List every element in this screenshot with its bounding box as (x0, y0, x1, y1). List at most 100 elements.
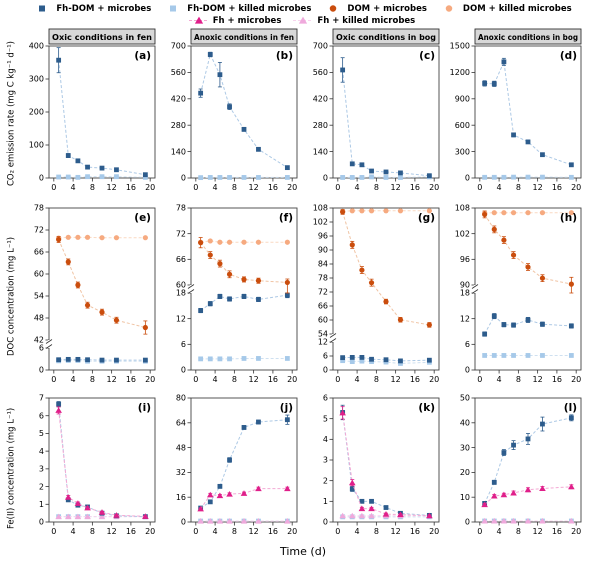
y-tick-label: 0 (465, 366, 470, 375)
column-header: Oxic conditions in fen (52, 33, 152, 42)
y-tick-label: 90 (460, 281, 470, 290)
legend-label: Fh + microbes (212, 15, 282, 26)
y-tick-label: 4 (39, 447, 44, 456)
column-header: Oxic conditions in bog (336, 33, 436, 42)
x-tick-label: 0 (477, 183, 482, 192)
y-tick-label: 300 (455, 147, 470, 156)
y-tick-label: 6 (39, 344, 44, 353)
x-tick-label: 20 (429, 375, 439, 384)
x-tick-label: 16 (552, 375, 562, 384)
y-tick-label: 40 (460, 419, 470, 428)
y-tick-label: 0 (465, 174, 470, 183)
y-tick-label: 280 (313, 121, 328, 130)
x-tick-label: 20 (571, 527, 581, 536)
y-tick-label: 48 (176, 443, 186, 452)
legend: Fh-DOM + microbes Fh-DOM + killed microbe… (4, 3, 600, 26)
legend-item-fh-microbes: Fh + microbes (188, 15, 282, 26)
y-tick-label: 140 (171, 147, 186, 156)
x-tick-label: 16 (410, 183, 420, 192)
y-tick-label: 66 (318, 302, 328, 311)
legend-row-1: Fh-DOM + microbes Fh-DOM + killed microbe… (32, 3, 572, 14)
x-tick-label: 12 (249, 183, 259, 192)
y-tick-label: 12 (460, 314, 470, 323)
x-tick-label: 0 (335, 527, 340, 536)
x-tick-label: 16 (552, 527, 562, 536)
x-tick-label: 20 (287, 183, 297, 192)
x-tick-label: 20 (287, 375, 297, 384)
x-tick-label: 4 (213, 375, 218, 384)
y-tick-label: 0 (465, 518, 470, 527)
square-marker-icon (39, 5, 46, 12)
y-tick-label: 0 (39, 366, 44, 375)
panel-letter: (f) (279, 212, 293, 224)
x-tick-label: 12 (107, 183, 117, 192)
x-tick-label: 4 (71, 375, 76, 384)
circle-marker-icon (330, 5, 337, 12)
x-tick-label: 4 (355, 183, 360, 192)
y-tick-label: 60 (318, 316, 328, 325)
y-tick-label: 108 (313, 204, 328, 213)
x-tick-label: 20 (287, 527, 297, 536)
x-tick-label: 16 (126, 527, 136, 536)
y-tick-label: 700 (313, 42, 328, 51)
chart-row-doc: DOC concentration (mg L⁻¹) 0 6 42 48 54 60 66 7… (4, 200, 600, 392)
y-tick-label: 0 (39, 518, 44, 527)
y-tick-label: 1 (323, 497, 328, 506)
x-tick-label: 8 (232, 527, 237, 536)
y-tick-label: 2 (39, 482, 44, 491)
x-tick-label: 8 (374, 527, 379, 536)
x-tick-label: 16 (410, 375, 420, 384)
y-tick-label: 84 (318, 260, 328, 269)
y-tick-label: 96 (318, 232, 328, 241)
x-tick-label: 12 (391, 527, 401, 536)
x-tick-label: 12 (249, 527, 259, 536)
y-tick-label: 66 (176, 255, 186, 264)
panel-letter: (b) (276, 50, 293, 62)
panel-letter: (c) (419, 50, 435, 62)
column-header: Anoxic conditions in bog (478, 33, 578, 42)
x-tick-label: 0 (51, 527, 56, 536)
x-tick-label: 0 (51, 375, 56, 384)
panel-letter: (d) (560, 50, 577, 62)
x-tick-label: 4 (497, 527, 502, 536)
y-axis-label-doc: DOC concentration (mg L⁻¹) (6, 236, 17, 356)
x-tick-label: 12 (107, 375, 117, 384)
x-tick-label: 0 (335, 183, 340, 192)
y-tick-label: 5 (323, 414, 328, 423)
y-tick-label: 4 (323, 435, 328, 444)
x-tick-label: 0 (477, 375, 482, 384)
x-tick-label: 20 (145, 183, 155, 192)
x-tick-label: 0 (193, 527, 198, 536)
y-tick-label: 6 (465, 340, 470, 349)
x-tick-label: 8 (90, 375, 95, 384)
panel-letter: (l) (564, 402, 577, 414)
x-axis-label: Time (d) (280, 545, 326, 558)
square-marker-icon (170, 5, 177, 12)
y-tick-label: 0 (323, 174, 328, 183)
x-tick-label: 0 (193, 183, 198, 192)
chart-row-co2: CO₂ emission rate (mg C kg⁻¹ d⁻¹) Oxic c… (4, 28, 600, 200)
panel-letter: (a) (134, 50, 151, 62)
column-header: Anoxic conditions in fen (194, 33, 294, 42)
y-tick-label: 50 (460, 394, 470, 403)
triangle-marker-icon (188, 16, 209, 24)
y-tick-label: 560 (171, 68, 186, 77)
x-tick-label: 12 (391, 183, 401, 192)
y-tick-label: 18 (460, 289, 470, 298)
y-tick-label: 6 (323, 394, 328, 403)
legend-label: DOM + killed microbes (462, 3, 572, 14)
y-tick-label: 400 (29, 42, 44, 51)
x-tick-label: 20 (145, 527, 155, 536)
panel-l: 0 10 20 30 40 50 0 4 8 12 16 20 (l) (460, 394, 582, 536)
legend-label: Fh-DOM + killed microbes (187, 3, 312, 14)
x-tick-label: 20 (571, 183, 581, 192)
panel-d: Anoxic conditions in bog 0 300 600 900 1200 15… (450, 28, 582, 192)
y-tick-label: 0 (39, 174, 44, 183)
panel-letter: (k) (418, 402, 435, 414)
x-tick-label: 12 (249, 375, 259, 384)
y-tick-label: 1500 (450, 42, 470, 51)
